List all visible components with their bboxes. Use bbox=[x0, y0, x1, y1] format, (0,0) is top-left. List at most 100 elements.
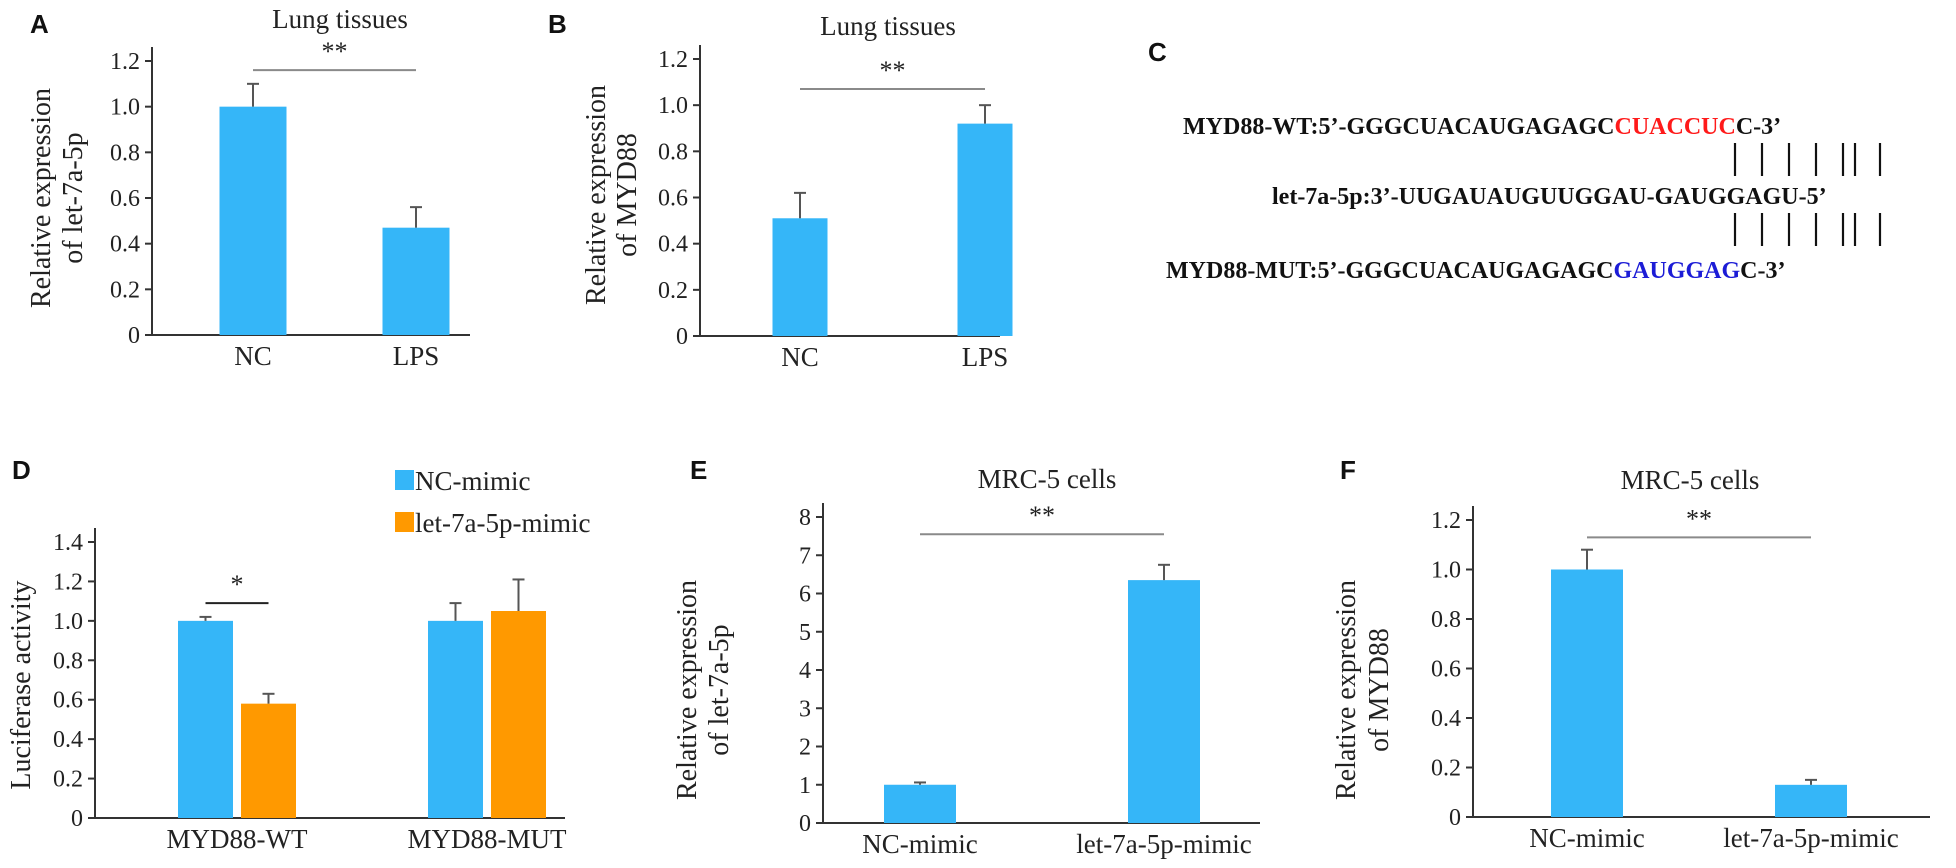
y-tick-label-a: 1.2 bbox=[110, 49, 140, 75]
mut-sequence: MYD88-MUT:5’-GGGCUACAUGAGAGCGAUGGAGC-3’ bbox=[1166, 258, 1786, 284]
bar-a-nc bbox=[219, 106, 287, 336]
x-category-label-a: LPS bbox=[393, 341, 440, 371]
y-tick-label-b: 0.8 bbox=[658, 139, 688, 165]
y-tick-label-d: 1.4 bbox=[53, 530, 83, 556]
y-axis-label-a: of let-7a-5p bbox=[58, 132, 89, 263]
y-tick-label-a: 0 bbox=[128, 323, 140, 349]
legend-swatch-let7a-mimic bbox=[395, 512, 414, 532]
pairing-lines-bottom bbox=[1733, 213, 1882, 246]
legend-label-nc-mimic: NC-mimic bbox=[415, 466, 531, 496]
significance-label-d: * bbox=[231, 570, 244, 599]
bar-f-nc-mimic bbox=[1551, 569, 1623, 817]
chart-title-b: Lung tissues bbox=[820, 11, 956, 41]
chart-e: MRC-5 cells Relative expression of let-7a-… bbox=[672, 464, 1260, 859]
legend-d: NC-mimic let-7a-5p-mimic bbox=[395, 466, 590, 538]
y-tick-label-f: 1.2 bbox=[1431, 508, 1461, 534]
bar-d-nc-mimic-myd88-wt bbox=[178, 620, 233, 818]
sequence-alignment: MYD88-WT:5’-GGGCUACAUGAGAGCCUACCUCC-3’ l… bbox=[1166, 114, 1882, 284]
panel-letter-f: F bbox=[1340, 455, 1356, 485]
chart-f: MRC-5 cells Relative expression of MYD88 0 0… bbox=[1331, 465, 1930, 853]
panel-letter-c: C bbox=[1148, 37, 1167, 67]
y-tick-label-b: 0.2 bbox=[658, 278, 688, 304]
x-category-label-d: MYD88-WT bbox=[167, 824, 308, 854]
chart-title-f: MRC-5 cells bbox=[1621, 465, 1760, 495]
x-category-label-a: NC bbox=[234, 341, 272, 371]
y-tick-label-a: 0.4 bbox=[110, 232, 140, 258]
chart-title-a: Lung tissues bbox=[272, 4, 408, 34]
y-tick-label-b: 0.6 bbox=[658, 186, 688, 212]
mut-seed-highlight: GAUGGAG bbox=[1614, 258, 1741, 284]
y-tick-label-e: 8 bbox=[799, 505, 811, 531]
y-tick-label-f: 0.2 bbox=[1431, 756, 1461, 782]
wt-sequence-prefix: MYD88-WT:5’-GGGCUACAUGAGAGC bbox=[1183, 114, 1615, 140]
y-tick-label-d: 0 bbox=[71, 806, 83, 832]
y-tick-label-d: 0.8 bbox=[53, 648, 83, 674]
y-axis-label-e: of let-7a-5p bbox=[704, 624, 735, 755]
y-tick-label-e: 2 bbox=[799, 735, 811, 761]
pairing-lines-top bbox=[1733, 143, 1882, 176]
y-axis-label-f: of MYD88 bbox=[1364, 628, 1395, 752]
y-tick-label-b: 1.0 bbox=[658, 93, 688, 119]
y-axis-label-e: Relative expression bbox=[672, 580, 703, 800]
x-category-label-e: NC-mimic bbox=[862, 829, 978, 859]
y-tick-label-a: 1.0 bbox=[110, 95, 140, 121]
x-category-label-f: let-7a-5p-mimic bbox=[1723, 823, 1898, 853]
y-axis-label-a: Relative expression bbox=[26, 88, 57, 308]
y-tick-label-e: 1 bbox=[799, 773, 811, 799]
mut-sequence-suffix: C-3’ bbox=[1740, 258, 1785, 284]
y-tick-label-e: 5 bbox=[799, 620, 811, 646]
bar-e-nc-mimic bbox=[884, 784, 956, 823]
legend-label-let7a-mimic: let-7a-5p-mimic bbox=[415, 508, 590, 538]
panel-letter-a: A bbox=[30, 9, 49, 39]
y-tick-label-e: 6 bbox=[799, 582, 811, 608]
significance-label-a: ** bbox=[322, 37, 348, 66]
y-axis-label-b: of MYD88 bbox=[612, 133, 643, 257]
y-tick-label-a: 0.2 bbox=[110, 277, 140, 303]
chart-title-e: MRC-5 cells bbox=[978, 464, 1117, 494]
y-tick-label-e: 4 bbox=[799, 658, 811, 684]
bar-f-let-7a-5p-mimic bbox=[1775, 784, 1847, 817]
y-tick-label-e: 7 bbox=[799, 543, 811, 569]
chart-b: Lung tissues Relative expression of MYD88 0… bbox=[581, 11, 1013, 372]
y-tick-label-b: 1.2 bbox=[658, 47, 688, 73]
y-tick-label-d: 1.0 bbox=[53, 609, 83, 635]
bar-a-lps bbox=[382, 227, 450, 335]
x-category-label-e: let-7a-5p-mimic bbox=[1076, 829, 1251, 859]
x-category-label-f: NC-mimic bbox=[1529, 823, 1645, 853]
legend-swatch-nc-mimic bbox=[395, 470, 414, 490]
y-tick-label-f: 0.8 bbox=[1431, 607, 1461, 633]
wt-sequence-suffix: C-3’ bbox=[1736, 114, 1781, 140]
wt-seed-highlight: CUACCUC bbox=[1615, 114, 1736, 140]
y-tick-label-f: 0.4 bbox=[1431, 706, 1461, 732]
significance-label-e: ** bbox=[1029, 501, 1055, 530]
mut-sequence-prefix: MYD88-MUT:5’-GGGCUACAUGAGAGC bbox=[1166, 258, 1614, 284]
bar-b-nc bbox=[772, 218, 828, 336]
y-tick-label-f: 0.6 bbox=[1431, 657, 1461, 683]
panel-letter-d: D bbox=[12, 455, 31, 485]
y-tick-label-e: 3 bbox=[799, 696, 811, 722]
y-tick-label-d: 0.2 bbox=[53, 767, 83, 793]
bar-d-let-7a-5p-mimic-myd88-mut bbox=[491, 611, 546, 818]
panel-letter-b: B bbox=[548, 9, 567, 39]
bar-d-nc-mimic-myd88-mut bbox=[428, 620, 483, 818]
y-tick-label-d: 1.2 bbox=[53, 569, 83, 595]
y-tick-label-b: 0 bbox=[676, 324, 688, 350]
x-category-label-b: LPS bbox=[962, 342, 1009, 372]
y-tick-label-d: 0.4 bbox=[53, 727, 83, 753]
chart-a: Lung tissues Relative expression of let-7a… bbox=[26, 4, 470, 371]
y-axis-label-b: Relative expression bbox=[581, 85, 612, 305]
significance-label-b: ** bbox=[880, 56, 906, 85]
y-tick-label-f: 0 bbox=[1449, 805, 1461, 831]
y-tick-label-a: 0.8 bbox=[110, 140, 140, 166]
significance-label-f: ** bbox=[1686, 504, 1712, 533]
panel-letter-e: E bbox=[690, 455, 707, 485]
x-category-label-b: NC bbox=[781, 342, 819, 372]
chart-d: Luciferase activity 0 0.2 0.4 0.6 0.8 1.0 1.2 1.… bbox=[6, 528, 567, 854]
mirna-sequence: let-7a-5p:3’-UUGAUAUGUUGGAU-GAUGGAGU-5’ bbox=[1272, 184, 1827, 210]
y-tick-label-a: 0.6 bbox=[110, 186, 140, 212]
y-tick-label-b: 0.4 bbox=[658, 232, 688, 258]
bar-e-let-7a-5p-mimic bbox=[1128, 580, 1200, 823]
x-category-label-d: MYD88-MUT bbox=[408, 824, 568, 854]
